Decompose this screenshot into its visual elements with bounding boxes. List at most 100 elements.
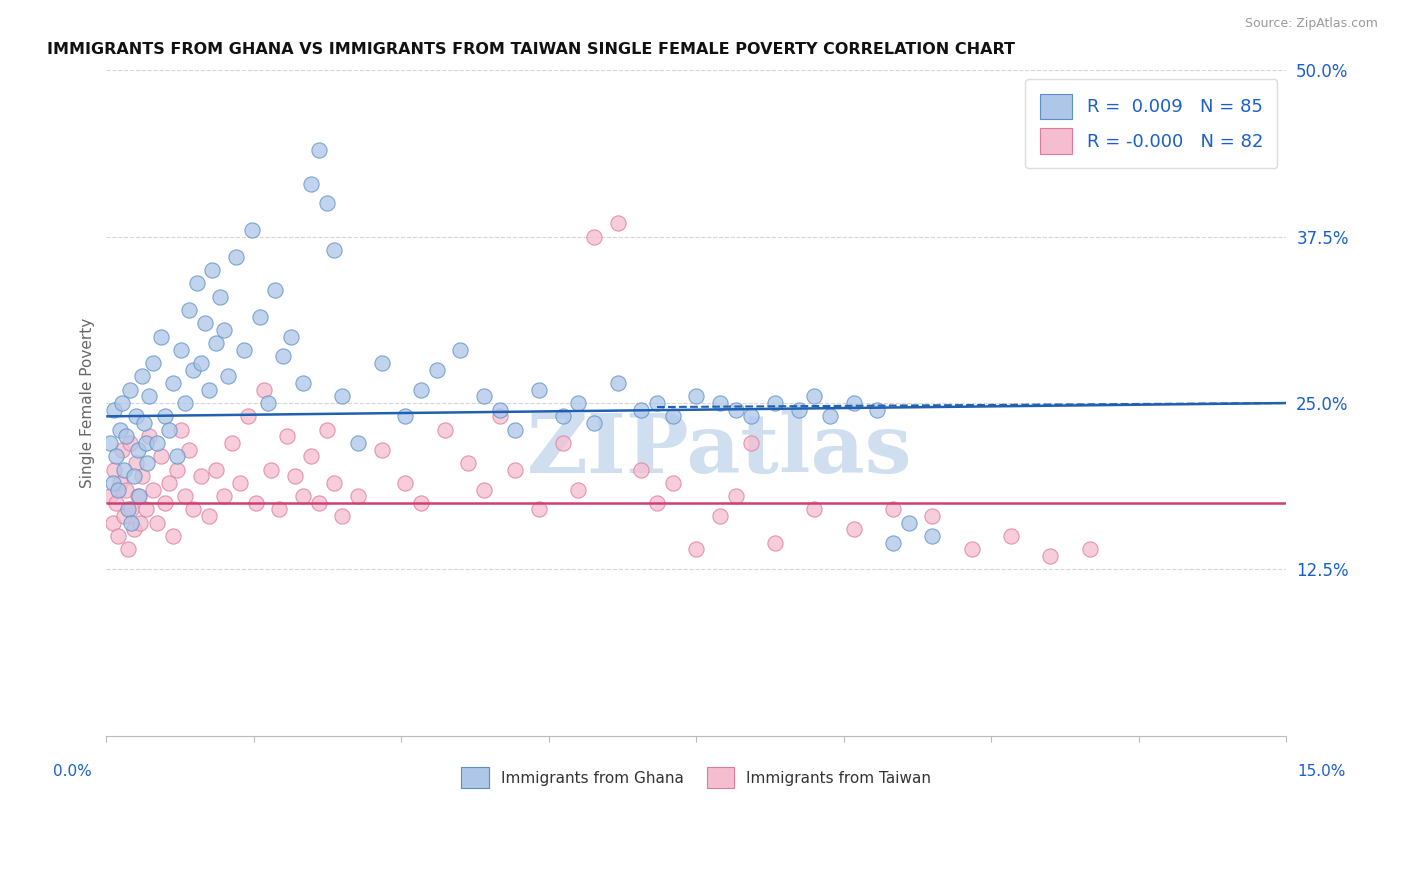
Point [685, 542, 707, 557]
Point [567, 396, 589, 410]
Point [132, 416, 155, 430]
Point [960, 542, 983, 557]
Point [763, 535, 786, 549]
Text: Source: ZipAtlas.com: Source: ZipAtlas.com [1244, 17, 1378, 29]
Point [177, 442, 200, 457]
Point [166, 462, 188, 476]
Point [142, 483, 165, 497]
Point [101, 516, 124, 530]
Point [740, 436, 762, 450]
Point [1078, 542, 1101, 557]
Point [323, 243, 346, 257]
Point [174, 489, 197, 503]
Point [394, 409, 416, 424]
Point [347, 489, 370, 503]
Point [205, 336, 228, 351]
Point [111, 442, 134, 457]
Point [472, 389, 495, 403]
Point [110, 475, 132, 490]
Point [472, 483, 495, 497]
Point [299, 450, 322, 464]
Point [197, 383, 219, 397]
Point [315, 423, 337, 437]
Point [157, 475, 180, 490]
Point [117, 502, 139, 516]
Point [107, 529, 129, 543]
Point [170, 343, 193, 357]
Point [128, 489, 150, 503]
Point [217, 369, 239, 384]
Point [162, 529, 184, 543]
Point [370, 356, 392, 370]
Point [260, 462, 283, 476]
Point [157, 423, 180, 437]
Point [1039, 549, 1062, 563]
Point [115, 483, 138, 497]
Point [162, 376, 184, 390]
Point [103, 462, 125, 476]
Point [409, 496, 432, 510]
Point [197, 509, 219, 524]
Point [645, 496, 668, 510]
Point [787, 402, 810, 417]
Point [190, 469, 212, 483]
Point [186, 277, 208, 291]
Point [803, 502, 825, 516]
Point [630, 402, 652, 417]
Point [112, 462, 135, 476]
Point [118, 436, 141, 450]
Point [212, 323, 235, 337]
Point [125, 409, 148, 424]
Point [135, 436, 157, 450]
Point [120, 516, 142, 530]
Point [567, 483, 589, 497]
Text: ZIPatlas: ZIPatlas [527, 409, 912, 490]
Point [240, 223, 263, 237]
Point [103, 402, 125, 417]
Point [818, 409, 841, 424]
Point [276, 429, 298, 443]
Point [174, 396, 197, 410]
Point [269, 502, 291, 516]
Point [606, 376, 628, 390]
Point [330, 509, 353, 524]
Point [146, 436, 169, 450]
Point [111, 396, 134, 410]
Point [201, 263, 224, 277]
Point [280, 329, 302, 343]
Point [291, 376, 314, 390]
Point [866, 402, 889, 417]
Point [645, 396, 668, 410]
Point [236, 409, 259, 424]
Point [394, 475, 416, 490]
Point [606, 216, 628, 230]
Point [284, 469, 307, 483]
Point [271, 350, 294, 364]
Point [505, 423, 527, 437]
Point [112, 509, 135, 524]
Point [155, 409, 177, 424]
Point [882, 502, 904, 516]
Point [763, 396, 786, 410]
Point [170, 423, 193, 437]
Point [426, 363, 449, 377]
Point [181, 363, 204, 377]
Point [98, 489, 121, 503]
Point [488, 402, 510, 417]
Text: IMMIGRANTS FROM GHANA VS IMMIGRANTS FROM TAIWAN SINGLE FEMALE POVERTY CORRELATIO: IMMIGRANTS FROM GHANA VS IMMIGRANTS FROM… [48, 42, 1015, 57]
Point [308, 496, 330, 510]
Legend: Immigrants from Ghana, Immigrants from Taiwan: Immigrants from Ghana, Immigrants from T… [456, 761, 938, 795]
Point [104, 496, 127, 510]
Point [897, 516, 920, 530]
Point [583, 229, 606, 244]
Point [551, 436, 574, 450]
Point [209, 290, 232, 304]
Point [449, 343, 471, 357]
Point [229, 475, 252, 490]
Point [117, 542, 139, 557]
Point [505, 462, 527, 476]
Point [1000, 529, 1022, 543]
Point [110, 423, 132, 437]
Point [122, 469, 145, 483]
Point [842, 396, 865, 410]
